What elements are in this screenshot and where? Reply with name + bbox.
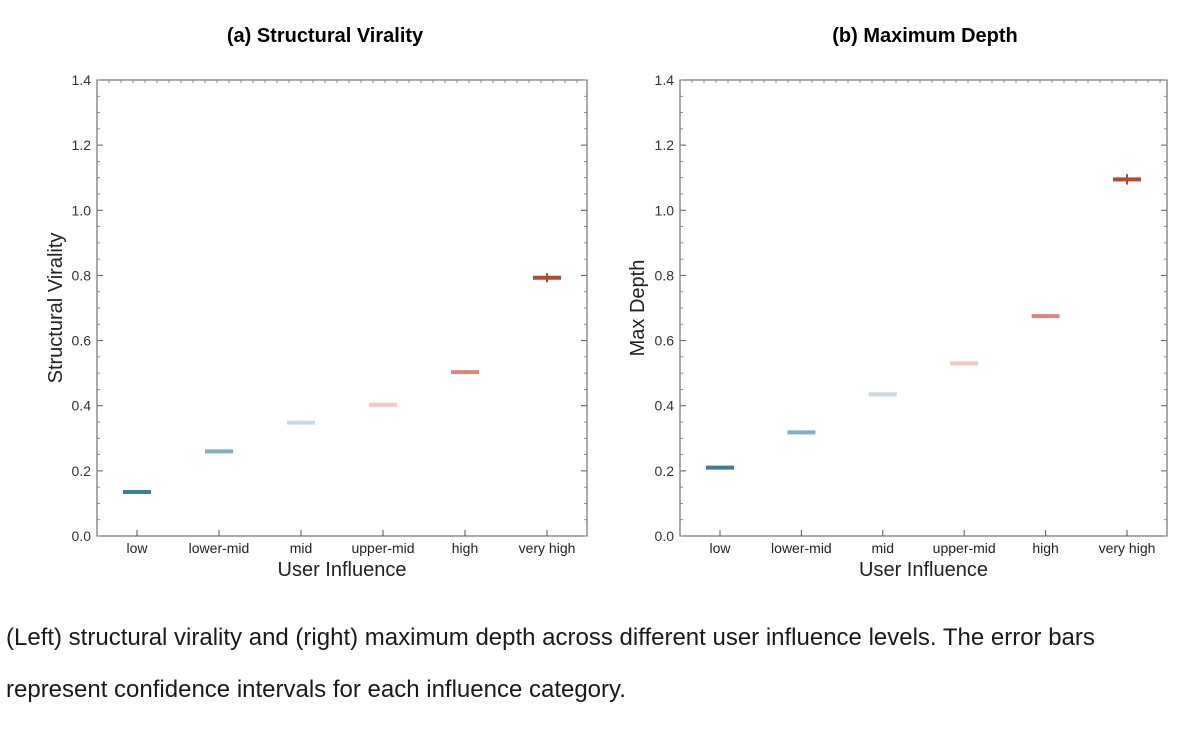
data-point [1113,174,1141,185]
y-tick-label: 1.0 [655,202,675,218]
chart-panel-1: (a) Structural Virality 0.0 0.2 0.4 0.6 0.8 1.… [45,25,588,581]
x-tick-label: lower-mid [189,540,250,556]
data-point [533,273,561,283]
x-tick-label: upper-mid [351,540,414,556]
y-axis-label: Structural Virality [45,233,67,384]
y-tick-label: 1.2 [72,137,92,153]
y-axis-label: Max Depth [627,260,649,357]
y-tick-label: 0.8 [72,267,92,283]
y-tick-label: 0.2 [72,463,92,479]
chart-title: (b) Maximum Depth [832,25,1018,47]
figure-caption: (Left) structural virality and (right) m… [6,624,1095,703]
data-point [123,490,151,495]
x-tick-label: low [709,540,731,556]
y-tick-label: 0.2 [655,463,675,479]
data-point [1031,314,1060,319]
data-point [287,420,315,425]
data-point [868,392,897,397]
data-point [451,370,479,375]
data-point [950,361,979,366]
y-tick-label: 0.0 [655,528,675,544]
x-tick-label: upper-mid [933,540,996,556]
y-tick-label: 1.2 [655,137,675,153]
data-point [369,402,397,407]
x-axis-label: User Influence [278,559,407,581]
x-tick-label: mid [290,540,313,556]
x-tick-label: very high [519,540,576,556]
y-tick-label: 0.4 [655,398,675,414]
y-tick-label: 0.0 [72,528,92,544]
plot-frame [96,79,588,537]
data-point [706,465,734,470]
x-tick-label: high [1032,540,1058,556]
y-tick-label: 0.4 [72,398,92,414]
data-point [205,449,233,454]
x-tick-label: mid [872,540,895,556]
y-tick-label: 1.4 [655,72,675,88]
y-tick-label: 0.6 [655,333,675,349]
y-tick-label: 1.4 [72,72,92,88]
x-tick-label: high [452,540,478,556]
y-tick-label: 1.0 [72,202,92,218]
chart-title: (a) Structural Virality [227,25,424,47]
chart-panel-2: (b) Maximum Depth 0.0 0.2 0.4 0.6 0.8 1.0 1.2 1.… [627,25,1168,581]
x-tick-label: low [126,540,148,556]
x-tick-label: lower-mid [771,540,832,556]
figure: (a) Structural Virality 0.0 0.2 0.4 0.6 0.8 1.… [45,25,1168,581]
data-point [787,430,816,435]
plot-frame [679,79,1168,537]
y-tick-label: 0.8 [655,267,675,283]
y-tick-label: 0.6 [72,333,92,349]
x-tick-label: very high [1099,540,1156,556]
x-axis-label: User Influence [859,559,988,581]
